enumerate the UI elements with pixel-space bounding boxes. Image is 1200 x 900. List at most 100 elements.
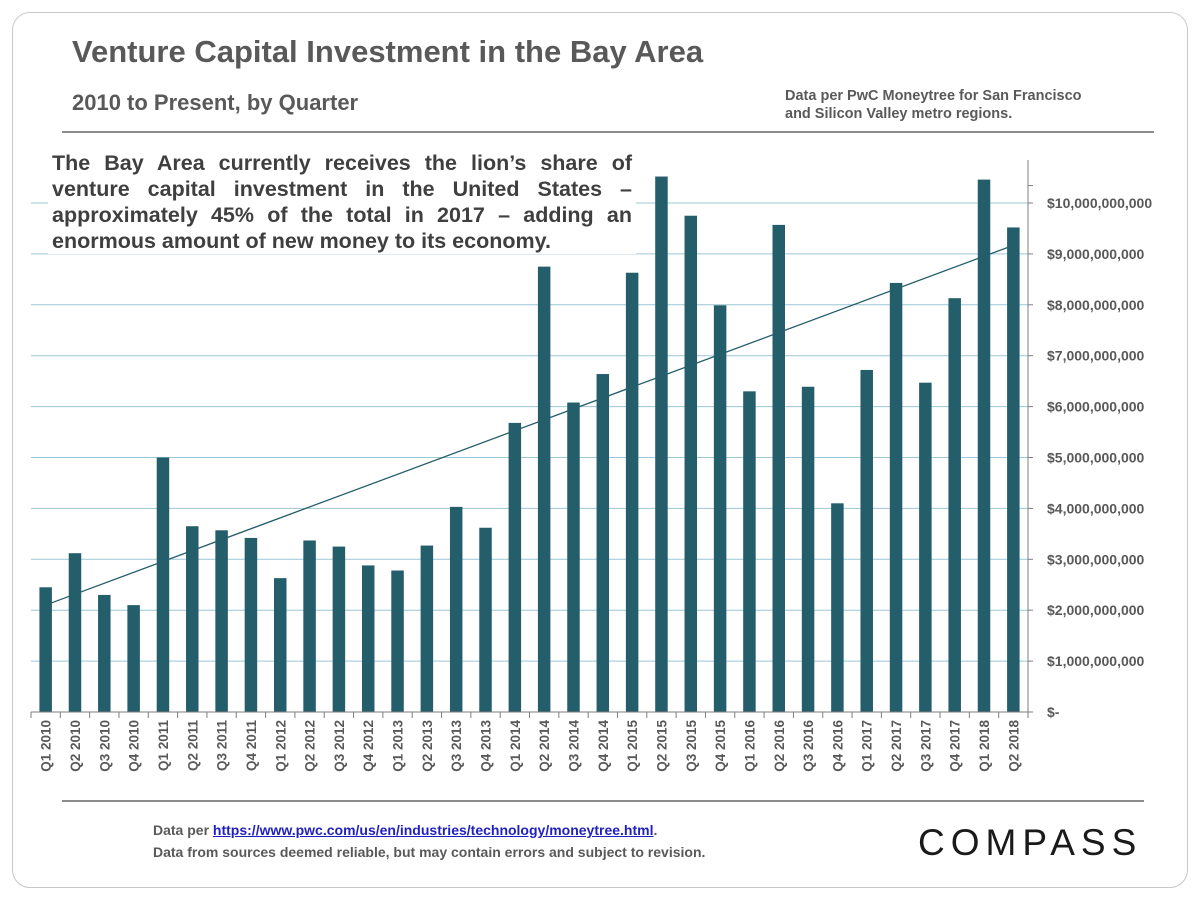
- y-tick-label: $5,000,000,000: [1047, 450, 1145, 466]
- bar-q4-2010: [127, 605, 140, 712]
- x-tick-label: Q4 2011: [244, 720, 259, 772]
- x-tick-label: Q3 2017: [918, 720, 933, 772]
- bar-q1-2012: [274, 578, 287, 712]
- x-tick-label: Q4 2012: [361, 720, 376, 772]
- x-tick-label: Q2 2016: [772, 720, 787, 772]
- bar-q3-2012: [332, 546, 346, 712]
- bar-q2-2014: [537, 266, 551, 712]
- bar-q1-2017: [860, 369, 873, 712]
- bar-q1-2014: [508, 422, 522, 712]
- y-tick-label: $10,000,000,000: [1047, 195, 1152, 211]
- bar-q2-2016: [772, 224, 785, 712]
- x-tick-label: Q4 2010: [127, 720, 142, 772]
- x-tick-label: Q4 2014: [596, 720, 611, 772]
- x-tick-label: Q1 2013: [391, 720, 406, 772]
- axes: [30, 160, 1033, 718]
- x-tick-label: Q1 2018: [977, 720, 992, 772]
- x-tick-label: Q3 2011: [215, 720, 230, 772]
- bar-q3-2011: [215, 530, 228, 712]
- bar-q2-2012: [303, 540, 316, 712]
- y-tick-label: $3,000,000,000: [1047, 551, 1145, 567]
- gridlines: [31, 202, 1028, 662]
- source-note-line-1: Data per PwC Moneytree for San Francisco: [785, 88, 1082, 104]
- y-tick-label: $7,000,000,000: [1047, 348, 1145, 364]
- bar-q3-2015: [684, 215, 698, 712]
- bar-q3-2013: [449, 506, 463, 712]
- x-tick-label: Q2 2018: [1006, 720, 1021, 772]
- x-tick-label: Q2 2012: [303, 720, 318, 772]
- y-tick-label: $-: [1047, 704, 1060, 720]
- y-tick-label: $1,000,000,000: [1047, 653, 1145, 669]
- bar-q4-2011: [244, 537, 258, 712]
- x-tick-label: Q3 2016: [801, 720, 816, 772]
- bar-q3-2017: [919, 382, 932, 712]
- trendline: [45, 244, 1014, 606]
- x-tick-label: Q1 2011: [156, 720, 171, 772]
- x-tick-label: Q3 2013: [449, 720, 464, 772]
- y-tick-label: $4,000,000,000: [1047, 500, 1145, 516]
- x-tick-label: Q1 2017: [860, 720, 875, 772]
- bar-q4-2017: [948, 298, 961, 712]
- x-tick-label: Q1 2010: [39, 720, 54, 772]
- x-tick-label: Q3 2012: [332, 720, 347, 772]
- bar-q4-2014: [596, 374, 610, 712]
- x-tick-label: Q2 2014: [537, 720, 552, 772]
- y-tick-label: $8,000,000,000: [1047, 297, 1145, 313]
- footer-suffix: .: [653, 822, 658, 838]
- bar-q2-2013: [420, 545, 434, 712]
- footer-source: Data per https://www.pwc.com/us/en/indus…: [153, 822, 657, 838]
- bar-q1-2018: [977, 179, 991, 712]
- x-tick-label: Q4 2013: [479, 720, 494, 772]
- footer-prefix: Data per: [153, 822, 213, 838]
- x-tick-label: Q1 2015: [625, 720, 640, 772]
- x-tick-labels: Q1 2010 Q2 2010 Q3 2010 Q4 2010 Q1 2011 Q2 20…: [39, 720, 1022, 772]
- bar-q1-2016: [743, 391, 756, 712]
- page-title: Venture Capital Investment in the Bay Ar…: [72, 34, 704, 69]
- x-tick-label: Q3 2014: [566, 720, 581, 772]
- bars: [39, 176, 1020, 713]
- bar-q4-2013: [479, 527, 492, 712]
- bar-q1-2013: [391, 570, 404, 712]
- footer-divider: [62, 800, 1144, 802]
- y-tick-labels: $- $1,000,000,000 $2,000,000,000 $3,000,000…: [1047, 195, 1152, 720]
- x-tick-label: Q2 2011: [185, 720, 200, 772]
- page-subtitle: 2010 to Present, by Quarter: [72, 90, 359, 115]
- header-divider: [62, 131, 1154, 133]
- bar-q3-2014: [567, 402, 580, 712]
- bar-q2-2018: [1007, 227, 1020, 712]
- trendline-layer: [45, 244, 1014, 606]
- bar-q3-2016: [801, 386, 815, 712]
- x-tick-label: Q1 2012: [273, 720, 288, 772]
- slide-frame: [12, 12, 1188, 888]
- bar-q2-2017: [889, 282, 903, 712]
- bar-q2-2010: [68, 553, 82, 712]
- x-tick-label: Q1 2014: [508, 720, 523, 772]
- bar-q4-2012: [361, 565, 375, 712]
- bar-q1-2011: [156, 457, 170, 712]
- bar-q2-2011: [186, 526, 199, 712]
- bar-q2-2015: [655, 176, 668, 713]
- moneytree-link[interactable]: https://www.pwc.com/us/en/industries/tec…: [212, 822, 654, 838]
- x-tick-label: Q2 2017: [889, 720, 904, 772]
- y-tick-label: $9,000,000,000: [1047, 246, 1145, 262]
- source-note: Data per PwC Moneytree for San Francisco…: [785, 87, 1082, 123]
- annotation-text: The Bay Area currently receives the lion…: [48, 150, 636, 254]
- bar-q4-2015: [713, 305, 727, 712]
- y-tick-label: $6,000,000,000: [1047, 399, 1145, 415]
- x-tick-label: Q4 2016: [830, 720, 845, 772]
- x-tick-label: Q2 2015: [654, 720, 669, 772]
- bar-q4-2016: [831, 503, 844, 712]
- x-tick-label: Q4 2015: [713, 720, 728, 772]
- source-note-line-2: and Silicon Valley metro regions.: [785, 106, 1013, 122]
- bar-q1-2015: [625, 272, 639, 712]
- bar-q1-2010: [39, 587, 52, 712]
- x-tick-label: Q3 2010: [97, 720, 112, 772]
- x-tick-label: Q1 2016: [742, 720, 757, 772]
- y-tick-label: $2,000,000,000: [1047, 602, 1145, 618]
- x-tick-label: Q3 2015: [684, 720, 699, 772]
- x-tick-label: Q2 2010: [68, 720, 83, 772]
- bar-q3-2010: [98, 594, 111, 712]
- compass-logo: COMPASS: [918, 822, 1143, 863]
- footer-disclaimer: Data from sources deemed reliable, but m…: [153, 844, 706, 860]
